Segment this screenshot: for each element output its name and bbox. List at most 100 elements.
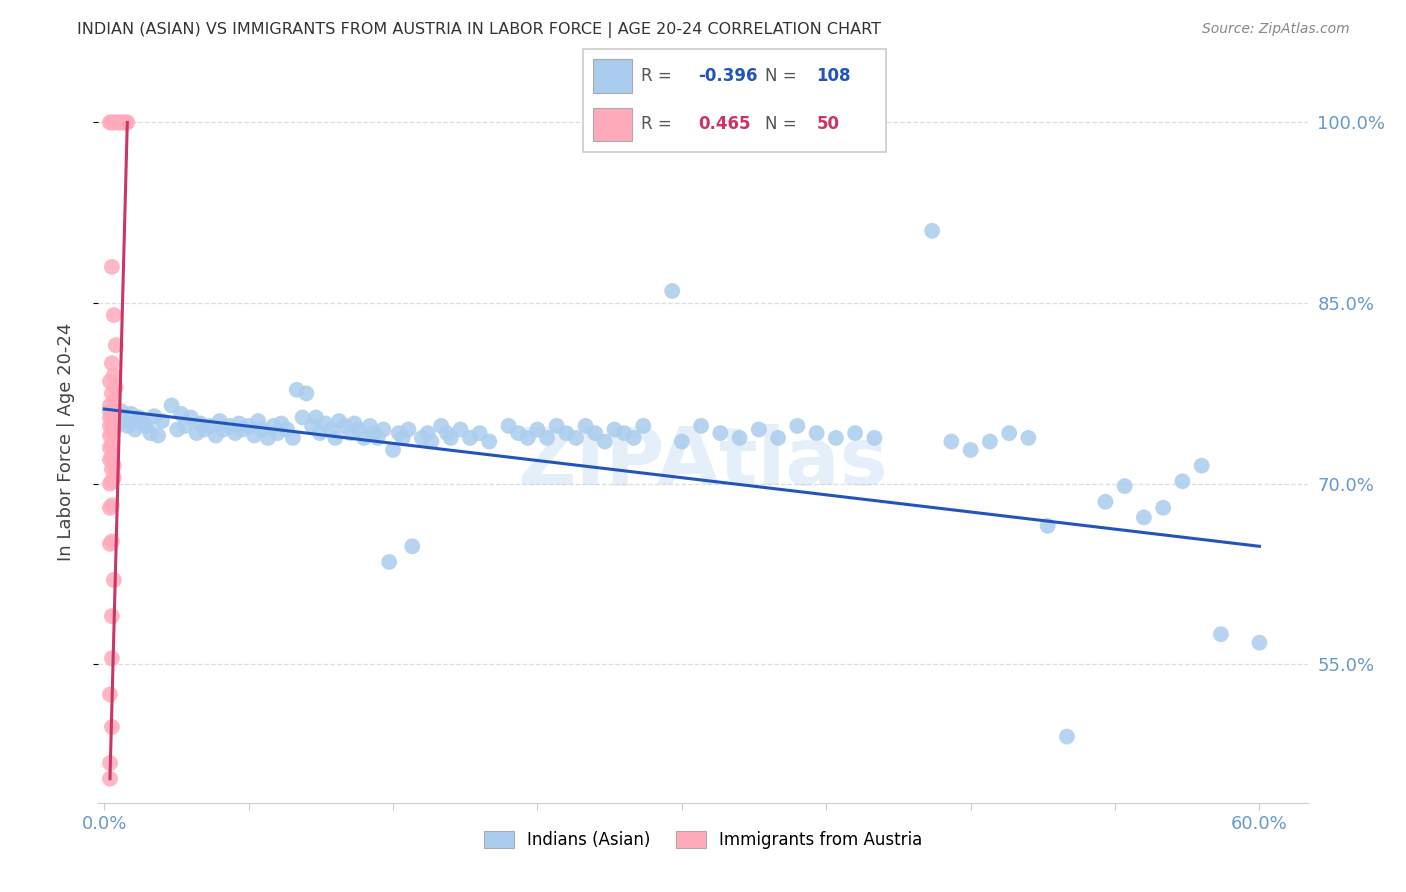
Point: [101, 386, 124, 401]
Point: [382, 442, 405, 457]
Point: [98, 374, 121, 388]
Text: N =: N =: [765, 115, 801, 133]
Point: [1249, 635, 1271, 649]
Point: [546, 418, 568, 433]
Point: [174, 418, 197, 433]
Point: [270, 417, 292, 431]
Text: ZIPAtlas: ZIPAtlas: [517, 425, 889, 502]
Text: R =: R =: [641, 67, 676, 85]
Point: [98, 441, 121, 455]
Point: [401, 539, 423, 553]
Point: [498, 418, 520, 433]
Point: [603, 422, 626, 436]
Point: [343, 417, 366, 431]
Point: [347, 422, 370, 436]
Point: [103, 458, 125, 473]
Point: [250, 422, 273, 436]
Point: [257, 431, 280, 445]
Point: [98, 772, 121, 786]
Point: [709, 426, 731, 441]
Point: [661, 284, 683, 298]
Legend: Indians (Asian), Immigrants from Austria: Indians (Asian), Immigrants from Austria: [477, 824, 929, 856]
Text: -0.396: -0.396: [699, 67, 758, 85]
Point: [1056, 730, 1078, 744]
Point: [824, 431, 846, 445]
Point: [430, 418, 453, 433]
Point: [112, 115, 135, 129]
Point: [1094, 494, 1116, 508]
Point: [508, 426, 530, 441]
Point: [107, 417, 129, 431]
Point: [170, 407, 193, 421]
Point: [180, 410, 202, 425]
Point: [243, 428, 266, 442]
Point: [103, 308, 125, 322]
Point: [526, 422, 548, 436]
Point: [1191, 458, 1213, 473]
Point: [295, 386, 318, 401]
Point: [363, 426, 385, 441]
Point: [391, 431, 413, 445]
Point: [388, 426, 411, 441]
Point: [728, 431, 751, 445]
Point: [478, 434, 501, 449]
Point: [301, 418, 323, 433]
Point: [979, 434, 1001, 449]
Point: [160, 398, 183, 412]
Point: [98, 404, 121, 418]
Y-axis label: In Labor Force | Age 20-24: In Labor Force | Age 20-24: [56, 322, 75, 561]
Point: [104, 338, 127, 352]
Point: [101, 462, 124, 476]
Point: [135, 418, 157, 433]
Point: [101, 115, 124, 129]
Point: [536, 431, 558, 445]
Point: [190, 417, 212, 431]
Point: [98, 537, 121, 551]
Point: [101, 499, 124, 513]
Point: [1209, 627, 1232, 641]
Point: [276, 422, 298, 436]
Point: [565, 431, 588, 445]
Point: [266, 426, 288, 441]
Point: [291, 410, 314, 425]
Point: [328, 414, 350, 428]
Point: [305, 410, 328, 425]
Point: [143, 409, 166, 424]
Point: [108, 115, 131, 129]
Point: [367, 431, 389, 445]
Point: [150, 414, 173, 428]
Point: [238, 418, 260, 433]
Point: [117, 418, 139, 433]
Point: [186, 426, 208, 441]
Point: [98, 398, 121, 412]
Point: [308, 426, 330, 441]
Text: R =: R =: [641, 115, 676, 133]
FancyBboxPatch shape: [592, 108, 631, 141]
Point: [516, 431, 538, 445]
Point: [228, 417, 250, 431]
Point: [458, 431, 481, 445]
Text: 0.465: 0.465: [699, 115, 751, 133]
Text: Source: ZipAtlas.com: Source: ZipAtlas.com: [1202, 22, 1350, 37]
Point: [101, 417, 124, 431]
Point: [285, 383, 308, 397]
Point: [1133, 510, 1156, 524]
Point: [112, 414, 135, 428]
Point: [416, 426, 439, 441]
Point: [1114, 479, 1136, 493]
Point: [103, 422, 125, 436]
Point: [98, 418, 121, 433]
Point: [1171, 475, 1194, 489]
Point: [941, 434, 963, 449]
Point: [633, 418, 655, 433]
Point: [623, 431, 645, 445]
Point: [748, 422, 770, 436]
Point: [315, 417, 337, 431]
Point: [436, 426, 458, 441]
Point: [449, 422, 471, 436]
Point: [333, 418, 356, 433]
Point: [107, 115, 129, 129]
Point: [98, 756, 121, 770]
Point: [321, 422, 343, 436]
Point: [1036, 518, 1059, 533]
